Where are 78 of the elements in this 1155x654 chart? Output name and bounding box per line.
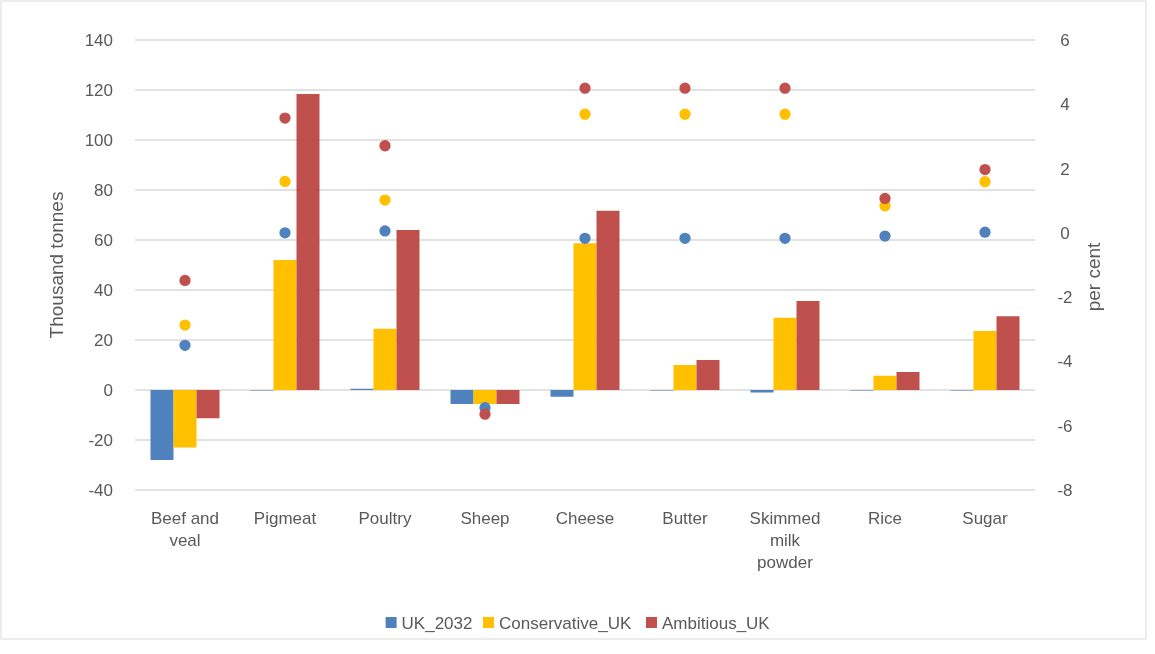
x-tick-label: Sugar [962,509,1009,528]
point [779,82,791,94]
x-tick-label: Skimmed milk powder [749,509,821,572]
bar [773,317,797,390]
legend-label: UK_2032 [401,613,473,633]
bar [296,94,320,390]
x-tick-label: Poultry [358,509,412,528]
bar [550,390,574,397]
point [579,82,591,94]
y2-tick-label: -4 [1057,352,1073,372]
bar [273,260,297,390]
legend-label: Ambitious_UK [662,613,771,633]
x-tick-label: Pigmeat [253,509,317,528]
x-tick-label: Cheese [555,509,615,528]
y-tick-label: -20 [88,430,113,450]
x-tick-label: Sheep [460,509,510,528]
bar [750,390,774,393]
y2-tick-label: 0 [1060,223,1070,243]
y2-tick-label: 4 [1060,95,1070,115]
bar [373,328,397,390]
point [679,108,691,120]
point [979,176,991,188]
point [179,319,191,331]
y-tick-label: 120 [84,80,113,100]
point [679,82,691,94]
point [279,112,291,124]
point [279,227,291,239]
y-axis-title: Thousand tonnes [46,191,67,339]
y2-tick-label: 2 [1060,159,1070,179]
point [879,192,891,205]
bar [173,390,197,448]
x-tick-label: Beef and veal [150,509,220,550]
bar [696,360,720,390]
point [179,274,191,287]
legend-label: Conservative_UK [499,613,632,633]
y-tick-label: 140 [84,30,113,50]
bar [796,301,820,390]
y-tick-label: 40 [94,280,113,300]
bar [196,390,220,419]
point [979,226,991,238]
bar [496,390,520,404]
bar [450,390,474,404]
y-tick-label: 100 [84,130,113,150]
point [379,225,391,237]
point [679,232,691,244]
point [379,140,391,152]
bar [973,331,997,390]
point [979,163,991,176]
y2-tick-label: -8 [1057,480,1073,500]
bar [150,390,174,460]
x-tick-label: Rice [867,509,903,528]
y-tick-label: 0 [103,380,113,400]
y-tick-label: 80 [94,180,113,200]
y2-tick-label: -6 [1057,416,1073,436]
point [479,408,491,420]
point [779,108,791,120]
bar [896,372,920,390]
point [879,230,891,242]
y2-tick-label: -2 [1057,288,1073,308]
point [579,108,591,120]
point [579,232,591,244]
x-tick-label: Butter [662,509,709,528]
bar [996,316,1020,390]
bar [673,365,697,390]
bar [473,390,497,404]
y-tick-label: 60 [94,230,113,250]
bar [396,230,420,390]
point [279,175,291,188]
y-tick-label: 20 [94,330,113,350]
point [379,194,391,206]
point [779,232,791,244]
bar [873,375,897,390]
y2-tick-label: 6 [1060,30,1070,50]
bar [596,210,620,390]
point [179,339,191,351]
y2-axis-title: per cent [1083,241,1104,312]
bar [573,243,597,390]
y-tick-label: -40 [88,480,113,500]
